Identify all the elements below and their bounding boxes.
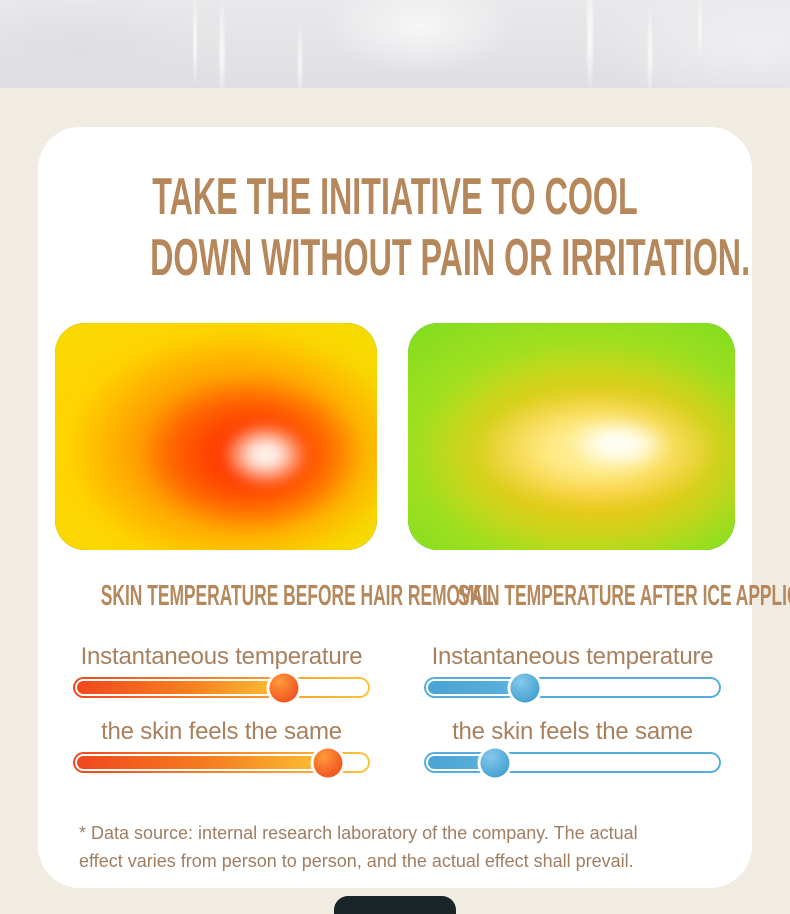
temperature-slider-after-instant[interactable] xyxy=(424,673,721,702)
page-title: TAKE THE INITIATIVE TO COOL DOWN WITHOUT… xyxy=(0,167,790,289)
footnote: * Data source: internal research laborat… xyxy=(79,819,739,875)
page-title-line1: TAKE THE INITIATIVE TO COOL xyxy=(152,168,638,226)
thermal-image-before xyxy=(55,323,377,550)
footnote-line2: effect varies from person to person, and… xyxy=(79,851,634,871)
page-title-line2: DOWN WITHOUT PAIN OR IRRITATION. xyxy=(150,229,751,287)
slider-label-before-instant: Instantaneous temperature xyxy=(80,643,363,670)
footnote-line1: * Data source: internal research laborat… xyxy=(79,823,638,843)
temperature-slider-before-feel[interactable] xyxy=(73,748,370,777)
slider-fill xyxy=(428,681,529,694)
slider-label-after-instant: Instantaneous temperature xyxy=(431,643,714,670)
temperature-slider-before-instant[interactable] xyxy=(73,673,370,702)
slider-knob[interactable] xyxy=(510,673,540,702)
thermal-gradient-before xyxy=(55,323,377,550)
slider-fill xyxy=(77,681,288,694)
slider-knob[interactable] xyxy=(313,748,343,777)
slider-knob[interactable] xyxy=(480,748,510,777)
caption-after: SKIN TEMPERATURE AFTER ICE APPLICATION xyxy=(458,580,790,612)
caption-before: SKIN TEMPERATURE BEFORE HAIR REMOVAL. xyxy=(100,580,499,612)
thermal-image-after xyxy=(408,323,735,550)
slider-label-before-feel: the skin feels the same xyxy=(101,718,342,745)
next-section-peek xyxy=(334,896,456,914)
water-splash-banner xyxy=(0,0,790,88)
slider-knob[interactable] xyxy=(269,673,299,702)
temperature-slider-after-feel[interactable] xyxy=(424,748,721,777)
slider-label-after-feel: the skin feels the same xyxy=(452,718,693,745)
thermal-gradient-after xyxy=(408,323,735,550)
slider-fill xyxy=(77,756,333,769)
